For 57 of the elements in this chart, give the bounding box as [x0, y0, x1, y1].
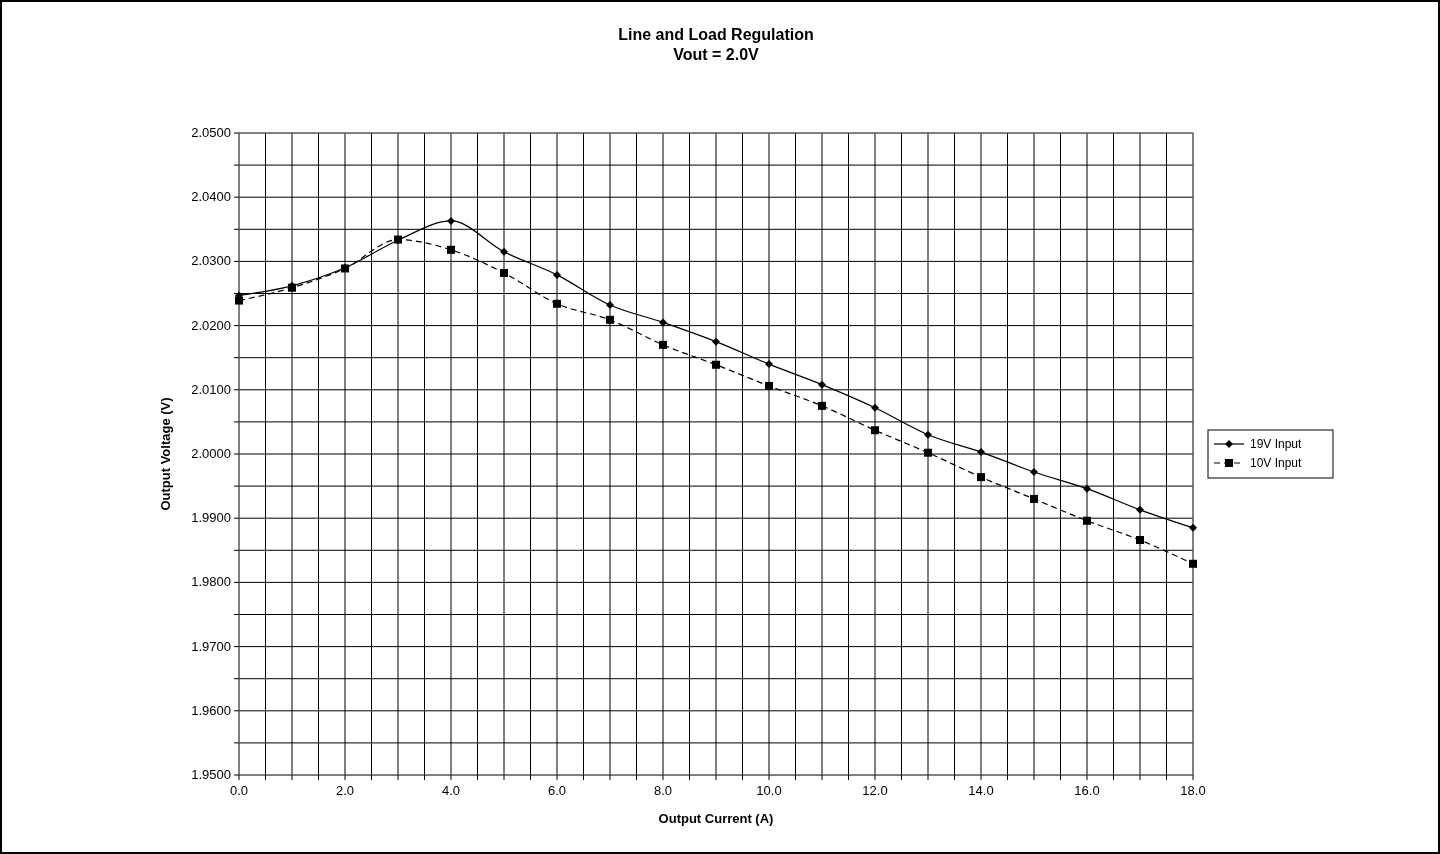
point	[1030, 494, 1038, 503]
point	[553, 299, 561, 308]
point	[1136, 536, 1144, 545]
chart-subtitle: Vout = 2.0V	[673, 46, 760, 63]
x-tick-label: 4.0	[441, 783, 461, 798]
y-tick-label: 2.0200	[191, 317, 231, 333]
point	[1083, 484, 1091, 493]
point	[924, 430, 932, 439]
y-tick-label: 2.0500	[191, 125, 231, 140]
y-axis-title: Output Voltage (V)	[158, 397, 173, 511]
point	[871, 426, 879, 435]
point	[977, 448, 985, 457]
point	[606, 315, 614, 324]
y-tick-label: 1.9800	[191, 574, 231, 590]
y-tick-label: 1.9900	[191, 510, 231, 526]
x-tick-label: 10.0	[756, 783, 782, 798]
y-tick-label: 1.9600	[191, 702, 231, 718]
point	[447, 245, 455, 254]
x-tick-label: 6.0	[547, 783, 567, 798]
point	[659, 318, 667, 327]
point	[712, 337, 720, 346]
y-tick-label: 1.9700	[191, 638, 231, 654]
y-tick-label: 2.0300	[191, 253, 231, 269]
legend-label: 10V Input	[1250, 456, 1303, 470]
point	[553, 270, 561, 279]
x-tick-label: 18.0	[1180, 783, 1206, 798]
y-tick-label: 2.0400	[191, 189, 231, 205]
x-tick-label: 2.0	[335, 783, 355, 798]
legend-label: 19V Input	[1250, 437, 1303, 451]
point	[871, 403, 879, 412]
point	[765, 381, 773, 390]
point	[447, 216, 455, 225]
point	[606, 301, 614, 310]
x-tick-label: 14.0	[968, 783, 994, 798]
point	[765, 360, 773, 369]
x-tick-label: 16.0	[1074, 783, 1100, 798]
point	[818, 401, 826, 410]
y-tick-label: 2.0100	[191, 381, 231, 397]
point	[924, 448, 932, 457]
y-tick-label: 1.9500	[191, 767, 231, 782]
y-tick-label: 2.0000	[191, 446, 231, 461]
point	[500, 247, 508, 256]
x-tick-label: 12.0	[862, 783, 888, 798]
point	[1083, 516, 1091, 525]
point	[1189, 559, 1197, 568]
x-axis-title: Output Current (A)	[658, 811, 774, 826]
x-tick-label: 8.0	[653, 783, 673, 798]
point	[1136, 505, 1144, 514]
point	[818, 380, 826, 389]
point	[977, 473, 985, 482]
chart-title: Line and Load Regulation	[618, 26, 814, 43]
point	[500, 268, 508, 277]
point	[1030, 467, 1038, 476]
point	[1189, 523, 1197, 532]
point	[712, 360, 720, 369]
point	[659, 340, 667, 349]
x-tick-label: 0.0	[229, 783, 249, 798]
